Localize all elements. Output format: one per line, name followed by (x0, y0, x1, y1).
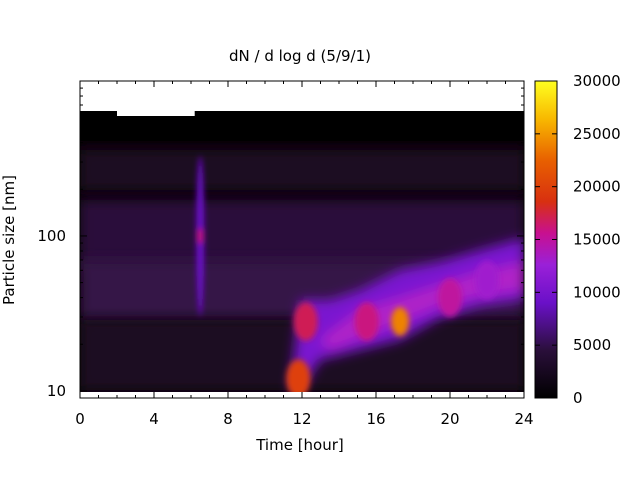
chart-title: dN / d log d (5/9/1) (229, 47, 371, 65)
colorbar-tick-label: 15000 (573, 231, 621, 249)
x-tick-label: 20 (440, 410, 459, 428)
heatmap-hotspot (197, 227, 204, 244)
colorbar-tick-label: 30000 (573, 72, 621, 90)
heatmap-hotspot (354, 302, 379, 341)
heatmap-top-cutoff (80, 81, 524, 116)
heatmap-hotspots (196, 155, 499, 398)
heatmap-hotspot (438, 278, 462, 317)
x-ticks: 0 4 8 12 16 20 24 (75, 81, 534, 428)
x-tick-label: 0 (75, 410, 85, 428)
y-tick-label: 100 (37, 227, 66, 245)
heatmap-hotspot (391, 307, 410, 337)
heatmap-band (80, 200, 524, 270)
heatmap-hotspot (475, 260, 499, 300)
heatmap-band (80, 150, 524, 190)
x-tick-label: 16 (366, 410, 385, 428)
heatmap-plot (80, 81, 524, 398)
heatmap-hotspot (293, 302, 318, 341)
y-ticks: 10 100 (37, 87, 524, 400)
x-tick-label: 8 (223, 410, 233, 428)
y-tick-label: 10 (47, 382, 66, 400)
heatmap-hotspot (286, 359, 311, 398)
x-tick-label: 24 (514, 410, 533, 428)
colorbar-tick-label: 10000 (573, 283, 621, 301)
x-tick-label: 4 (149, 410, 159, 428)
x-tick-label: 12 (292, 410, 311, 428)
colorbar-ticks: 0 5000 10000 15000 20000 25000 30000 (535, 72, 621, 407)
colorbar-tick-label: 20000 (573, 178, 621, 196)
y-axis-label: Particle size [nm] (0, 175, 18, 305)
colorbar-tick-label: 5000 (573, 336, 611, 354)
colorbar-tick-label: 0 (573, 389, 583, 407)
colorbar-tick-label: 25000 (573, 125, 621, 143)
x-axis-label: Time [hour] (255, 436, 344, 454)
